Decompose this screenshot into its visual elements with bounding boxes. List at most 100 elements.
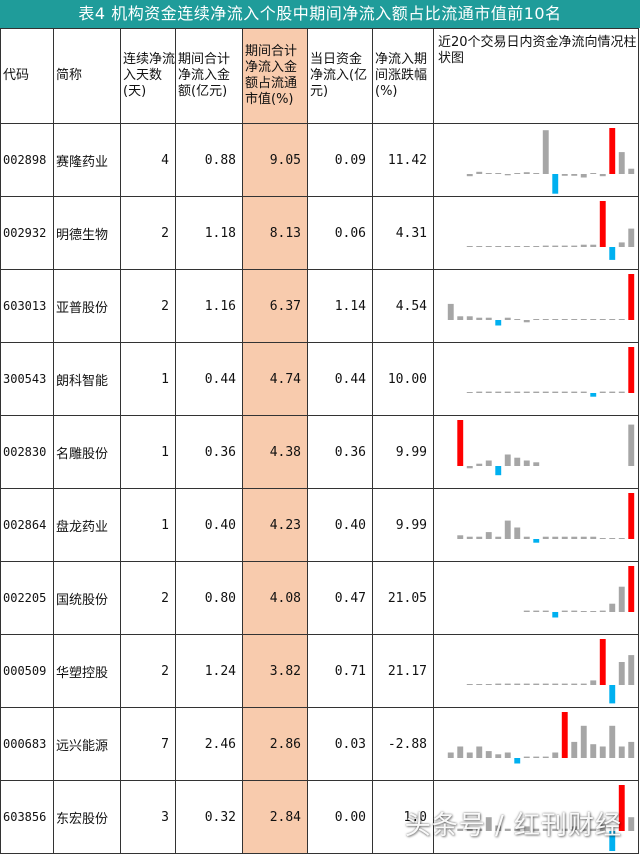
flow-bar [457,535,464,539]
table-title: 表4 机构资金连续净流入个股中期间净流入额占比流通市值前10名 [0,0,640,28]
flow-bar [599,391,606,393]
cell-code: 002205 [0,561,54,635]
flow-bar [504,391,511,393]
flow-bar [466,246,473,247]
flow-bar [485,532,492,539]
flow-bar [609,603,616,612]
flow-bar [523,536,530,539]
cell-change: 1.0 [372,780,434,854]
flow-bar [457,746,464,758]
flow-bar [523,610,530,612]
flow-bar [466,392,473,393]
flow-bar [561,174,568,176]
flow-bar [523,683,530,685]
header-row: 代码 简称 连续净流入天数(天) 期间合计净流入金额(亿元) 期间合计净流入金额… [0,28,639,124]
flow-bar [485,684,492,685]
flow-bar [618,242,625,247]
cell-change: 11.42 [372,123,434,197]
flow-bar [523,246,530,247]
flow-bar [580,244,587,247]
flow-bar [514,319,521,320]
table-row: 603856 东宏股份 3 0.32 2.84 0.00 1.0 [0,780,639,854]
cell-change: 9.99 [372,488,434,562]
cell-today: 0.44 [307,342,373,416]
flow-bar [533,246,540,247]
flow-bar [618,586,625,612]
cell-today: 0.71 [307,634,373,708]
cell-ratio: 4.74 [242,342,308,416]
cell-today: 0.40 [307,488,373,562]
cell-amount: 0.88 [175,123,243,197]
cell-bar-chart [433,342,639,416]
flow-bar-chart [457,785,635,851]
flow-bar [485,173,492,174]
flow-bar [495,754,502,758]
table-row: 002830 名雕股份 1 0.36 4.38 0.36 9.99 [0,415,639,489]
flow-bar [552,319,559,320]
flow-bar [504,246,511,247]
flow-bar [561,391,568,393]
flow-bar [590,319,597,320]
flow-bar [561,319,568,320]
flow-bar [552,752,559,758]
cell-days: 3 [120,780,176,854]
flow-bar [542,130,549,174]
cell-change: 9.99 [372,415,434,489]
flow-bar [533,683,540,685]
cell-bar-chart [433,561,639,635]
flow-bar [561,828,568,831]
flow-bar [476,746,483,758]
flow-bar [504,752,511,758]
flow-bar [504,174,511,176]
table-row: 000683 远兴能源 7 2.46 2.86 0.03 -2.88 [0,707,639,781]
flow-bar [599,201,606,247]
cell-ratio: 4.08 [242,561,308,635]
flow-bar [628,347,635,393]
flow-bar [476,463,483,466]
flow-bar [523,756,530,758]
flow-bar [609,685,616,704]
cell-change: 10.00 [372,342,434,416]
cell-bar-chart [433,269,639,343]
flow-bar [542,245,549,247]
cell-ratio: 4.38 [242,415,308,489]
flow-bar [580,828,587,831]
flow-bar [542,683,549,685]
cell-amount: 0.32 [175,780,243,854]
flow-bar [609,831,616,851]
flow-bar [618,391,625,393]
flow-bar [590,536,597,539]
flow-bar [495,246,502,247]
cell-today: 0.47 [307,561,373,635]
cell-name: 亚普股份 [53,269,121,343]
cell-bar-chart [433,780,639,854]
cell-name: 东宏股份 [53,780,121,854]
flow-bar [523,826,530,831]
cell-days: 2 [120,634,176,708]
flow-bar [628,168,635,174]
flow-bar [466,466,473,469]
flow-bar [542,391,549,393]
flow-bar [552,683,559,685]
flow-bar [609,538,616,539]
fund-flow-table: 代码 简称 连续净流入天数(天) 期间合计净流入金额(亿元) 期间合计净流入金额… [0,28,639,854]
flow-bar-chart [457,493,635,543]
flow-bar [628,493,635,539]
flow-bar [533,462,540,466]
cell-days: 4 [120,123,176,197]
flow-bar [514,457,521,466]
header-name: 简称 [53,28,121,124]
flow-bar [571,245,578,247]
header-change: 净流入期间涨跌幅(%) [372,28,434,124]
cell-ratio: 6.37 [242,269,308,343]
flow-bar [514,173,521,174]
flow-bar [533,828,540,831]
table-row: 000509 华塑控股 2 1.24 3.82 0.71 21.17 [0,634,639,708]
cell-code: 002830 [0,415,54,489]
flow-bar [618,319,625,320]
cell-code: 603013 [0,269,54,343]
flow-bar [466,752,473,758]
flow-bar [476,246,483,247]
cell-bar-chart [433,707,639,781]
cell-change: 4.31 [372,196,434,270]
